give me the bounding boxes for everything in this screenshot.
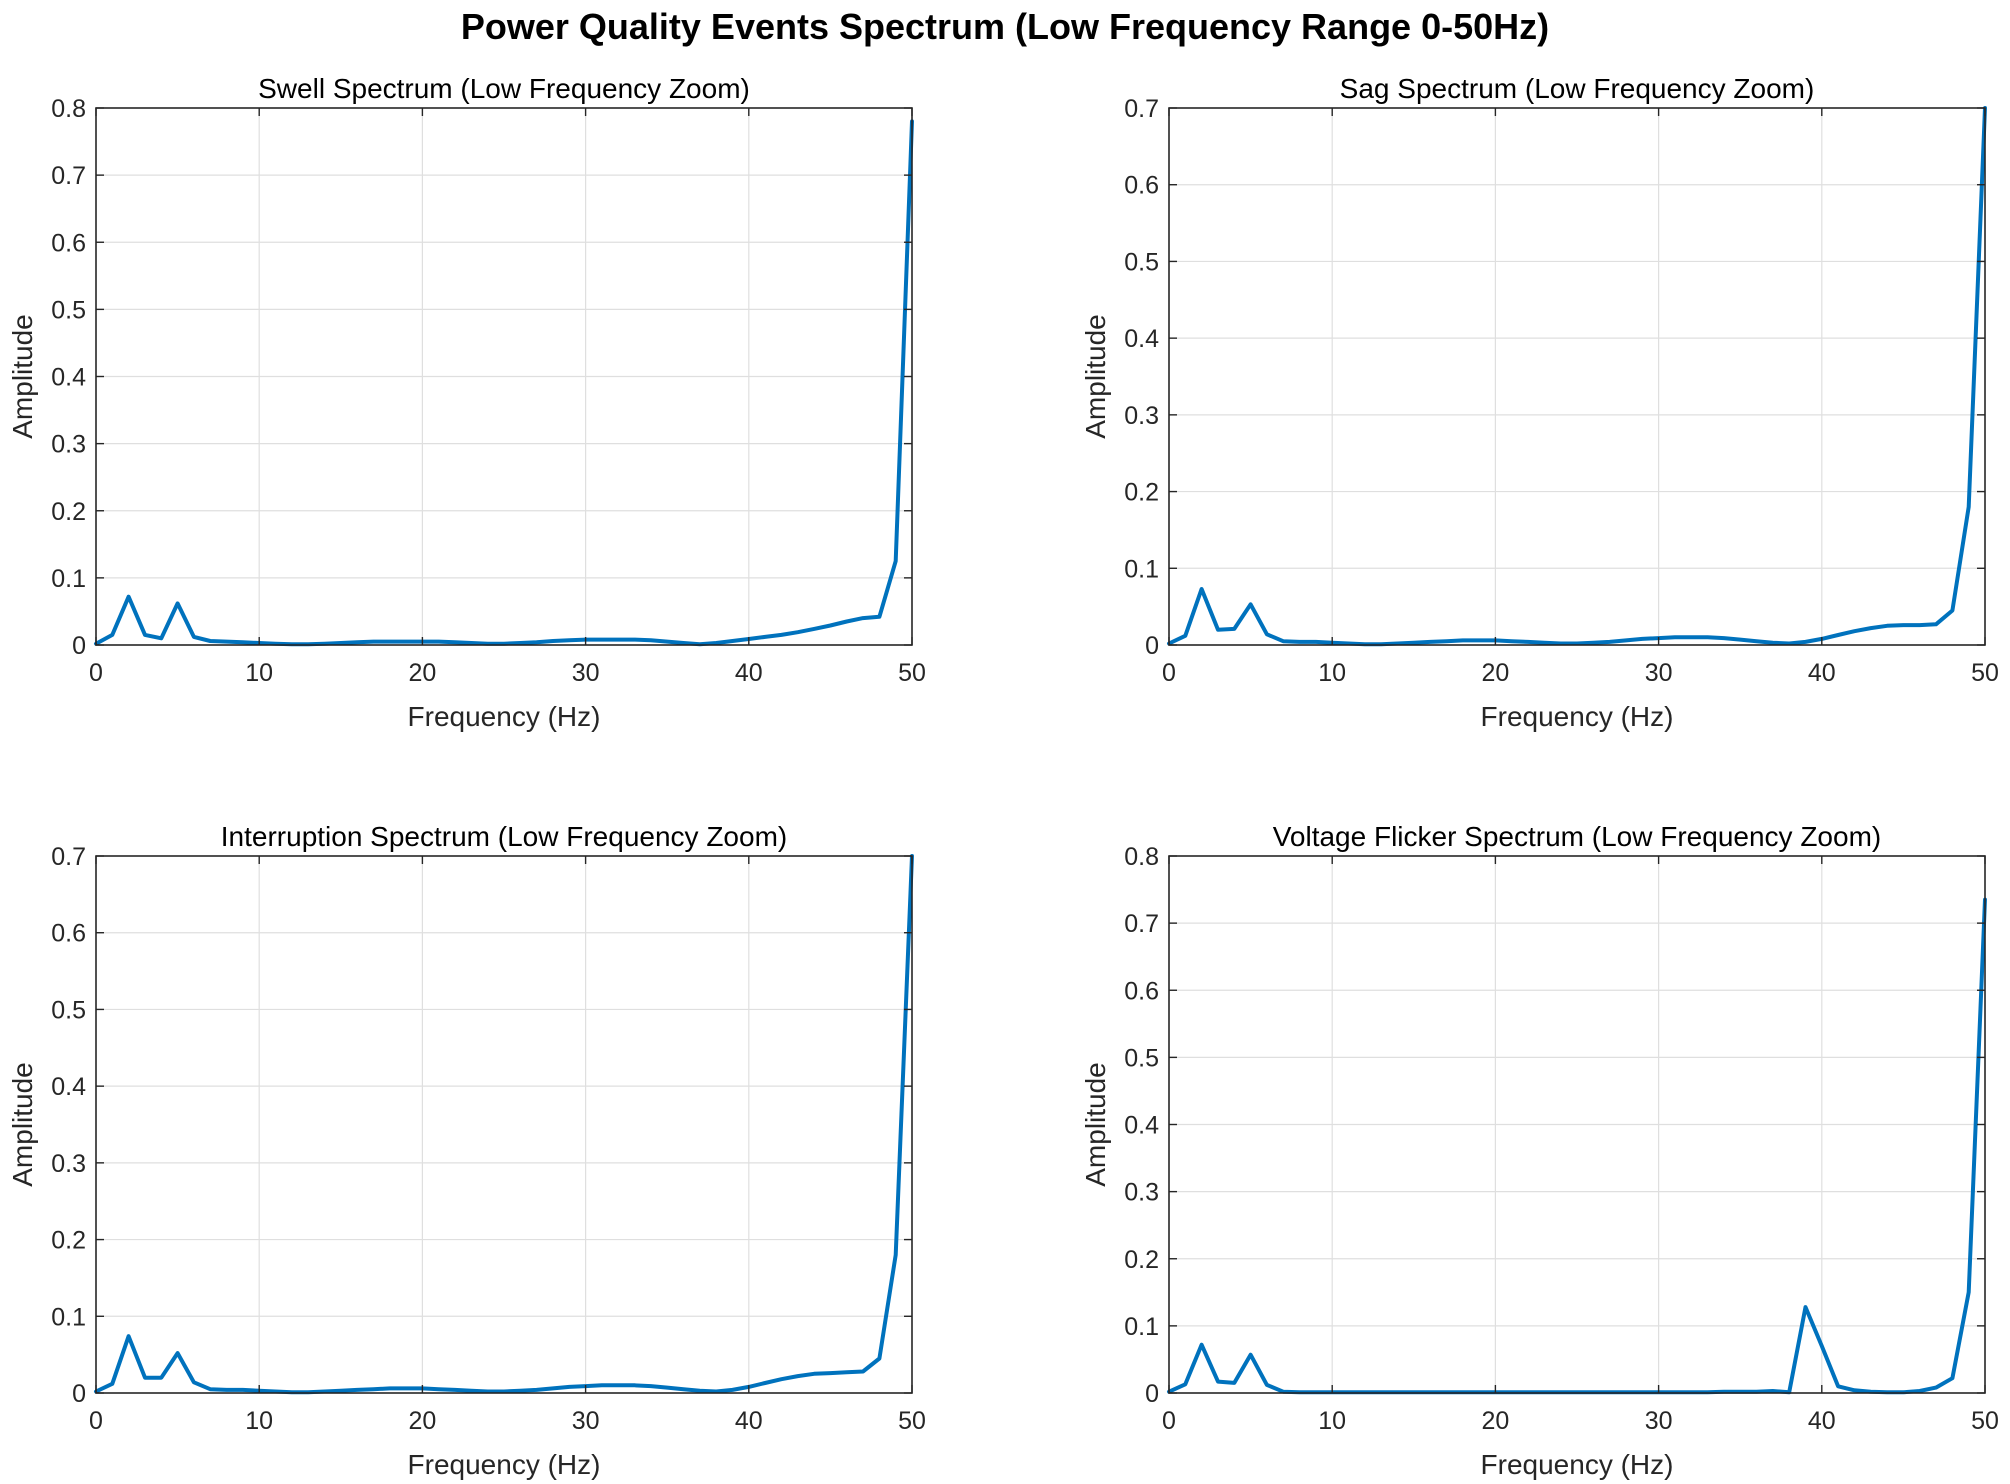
y-tick-label: 0.6 (1124, 977, 1159, 1005)
figure-title: Power Quality Events Spectrum (Low Frequ… (460, 6, 1550, 47)
x-tick-label: 20 (408, 1407, 436, 1435)
y-tick-label: 0.5 (1124, 248, 1159, 276)
y-tick-label: 0 (72, 632, 86, 660)
y-axis-label: Amplitude (7, 1062, 38, 1187)
y-tick-label: 0.3 (1124, 1179, 1159, 1207)
subplot-title: Voltage Flicker Spectrum (Low Frequency … (1273, 821, 1881, 852)
x-tick-label: 10 (245, 659, 273, 687)
x-tick-label: 40 (735, 1407, 763, 1435)
x-tick-label: 50 (898, 1407, 926, 1435)
x-tick-label: 20 (1481, 659, 1509, 687)
subplot-1: 0 10 20 30 40 50 0 0.1 0.2 0.3 0.4 0.5 0.6 0.7 0.8 Swel… (7, 73, 926, 732)
y-tick-label: 0.5 (51, 996, 86, 1024)
y-axis-label: Amplitude (1080, 1062, 1111, 1187)
y-tick-label: 0.5 (51, 296, 86, 324)
x-tick-label: 40 (1808, 659, 1836, 687)
y-tick-label: 0.4 (51, 364, 86, 392)
subplot-title: Interruption Spectrum (Low Frequency Zoo… (221, 821, 787, 852)
y-tick-label: 0.8 (51, 95, 86, 123)
x-tick-label: 20 (1481, 1407, 1509, 1435)
y-tick-label: 0.1 (1124, 555, 1159, 583)
y-tick-label: 0.3 (51, 1150, 86, 1178)
y-tick-label: 0.2 (51, 498, 86, 526)
y-tick-label: 0.8 (1124, 843, 1159, 871)
x-tick-label: 0 (1162, 1407, 1176, 1435)
x-tick-label: 30 (1645, 1407, 1673, 1435)
y-tick-label: 0.5 (1124, 1044, 1159, 1072)
x-tick-label: 0 (1162, 659, 1176, 687)
axes-frame (95, 855, 913, 1394)
plot-area (1169, 108, 1985, 645)
x-tick-label: 10 (245, 1407, 273, 1435)
plot-area (96, 856, 912, 1393)
y-axis-label: Amplitude (7, 314, 38, 439)
x-axis-label: Frequency (Hz) (408, 1449, 601, 1480)
y-tick-label: 0.4 (1124, 1112, 1159, 1140)
subplot-3: 0 10 20 30 40 50 0 0.1 0.2 0.3 0.4 0.5 0.6 0.7 Interru… (7, 821, 926, 1480)
x-tick-label: 30 (572, 1407, 600, 1435)
y-tick-label: 0.7 (51, 162, 86, 190)
series-line (94, 119, 914, 647)
x-tick-label: 10 (1318, 1407, 1346, 1435)
y-tick-label: 0.3 (51, 431, 86, 459)
x-tick-label: 40 (1808, 1407, 1836, 1435)
x-axis-label: Frequency (Hz) (1481, 701, 1674, 732)
x-tick-label: 30 (572, 659, 600, 687)
y-tick-label: 0 (1145, 1380, 1159, 1408)
x-tick-label: 0 (89, 659, 103, 687)
x-tick-label: 50 (1971, 659, 1999, 687)
y-tick-label: 0.6 (51, 229, 86, 257)
y-tick-label: 0.6 (1124, 172, 1159, 200)
x-axis-label: Frequency (Hz) (1481, 1449, 1674, 1480)
x-tick-label: 50 (898, 659, 926, 687)
y-axis-label: Amplitude (1080, 314, 1111, 439)
x-tick-label: 50 (1971, 1407, 1999, 1435)
y-tick-label: 0.2 (1124, 1246, 1159, 1274)
y-tick-label: 0.7 (1124, 95, 1159, 123)
y-tick-label: 0 (1145, 632, 1159, 660)
x-tick-label: 30 (1645, 659, 1673, 687)
y-tick-label: 0.1 (51, 1303, 86, 1331)
subplot-title: Swell Spectrum (Low Frequency Zoom) (258, 73, 750, 104)
y-tick-label: 0.7 (1124, 910, 1159, 938)
y-tick-label: 0 (72, 1380, 86, 1408)
axes-frame (1168, 107, 1986, 646)
y-tick-label: 0.4 (1124, 325, 1159, 353)
x-axis-label: Frequency (Hz) (408, 701, 601, 732)
subplot-2: 0 10 20 30 40 50 0 0.1 0.2 0.3 0.4 0.5 0.6 0.7 Sag Spe… (1080, 73, 1999, 732)
series-line (94, 854, 914, 1395)
subplot-title: Sag Spectrum (Low Frequency Zoom) (1340, 73, 1815, 104)
y-tick-label: 0.4 (51, 1073, 86, 1101)
y-tick-label: 0.6 (51, 920, 86, 948)
y-tick-label: 0.1 (51, 565, 86, 593)
x-tick-label: 40 (735, 659, 763, 687)
y-tick-label: 0.2 (51, 1227, 86, 1255)
y-tick-label: 0.7 (51, 843, 86, 871)
y-tick-label: 0.1 (1124, 1313, 1159, 1341)
y-tick-label: 0.3 (1124, 402, 1159, 430)
y-tick-label: 0.2 (1124, 479, 1159, 507)
x-tick-label: 0 (89, 1407, 103, 1435)
x-tick-label: 10 (1318, 659, 1346, 687)
series-line (1167, 106, 1987, 647)
subplot-4: 0 10 20 30 40 50 0 0.1 0.2 0.3 0.4 0.5 0.6 0.7 0.8 Volt… (1080, 821, 1999, 1480)
x-tick-label: 20 (408, 659, 436, 687)
